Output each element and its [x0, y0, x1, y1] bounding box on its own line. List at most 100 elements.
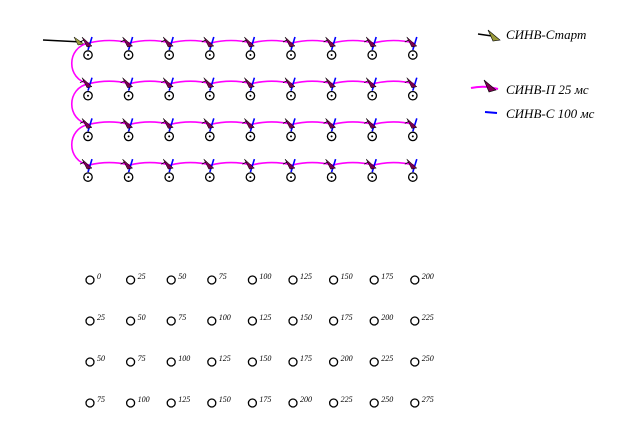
detonator-tail [79, 80, 85, 84]
hole-center-dot [87, 135, 89, 138]
delay-hole: 125 [166, 395, 190, 408]
detonator-tail [282, 161, 288, 165]
detonator-tail [323, 39, 328, 43]
detonator-tail [364, 161, 369, 165]
circle-hole-icon [288, 357, 298, 367]
legend-p25-line [470, 85, 499, 90]
downline-c100 [330, 118, 337, 132]
detonator-tail [242, 121, 247, 124]
hole-center-dot [127, 54, 130, 56]
detonator-icon [325, 118, 337, 129]
hole-center-dot [411, 94, 414, 97]
circle-hole-icon [367, 50, 378, 60]
blast-hole [120, 36, 134, 60]
blast-hole [201, 158, 215, 182]
circle-hole-icon [407, 90, 418, 101]
blast-hole [120, 158, 134, 182]
circle-hole-icon [286, 131, 296, 142]
circle-hole-icon [326, 90, 337, 101]
detonator-icon [122, 118, 134, 129]
blast-hole [201, 36, 215, 60]
delay-hole: 200 [288, 395, 312, 408]
delay-hole: 100 [207, 313, 231, 326]
delay-hole: 125 [247, 313, 271, 326]
detonator-icon [365, 77, 377, 88]
downline-c100 [209, 77, 215, 91]
delay-value-label: 200 [341, 354, 353, 363]
circle-hole-icon [207, 275, 217, 285]
detonator-icon [203, 36, 215, 48]
legend-item-c100: СИНВ-С 100 мс [484, 106, 595, 121]
delay-value-label: 175 [381, 272, 393, 281]
downline-c100 [330, 158, 337, 173]
circle-hole-icon [204, 90, 215, 101]
circle-hole-icon [245, 50, 256, 60]
delay-value-label: 175 [300, 354, 312, 363]
detonator-tail [79, 161, 85, 165]
delay-hole: 25 [85, 313, 105, 326]
hole-center-dot [208, 94, 211, 97]
delay-hole: 50 [85, 354, 105, 367]
circle-hole-icon [164, 90, 175, 101]
circle-hole-icon [369, 357, 379, 367]
blast-hole [79, 77, 93, 101]
detonator-icon [284, 36, 296, 48]
detonator-tail [161, 39, 166, 43]
delay-hole: 125 [207, 354, 231, 367]
blast-hole [404, 158, 418, 182]
detonator-icon [81, 118, 93, 129]
hole-center-dot [411, 176, 414, 179]
legend-c100-label: СИНВ-С 100 мс [506, 106, 595, 121]
delay-hole: 200 [369, 313, 393, 326]
initiation-scheme [42, 36, 418, 182]
start-detonator-icon [73, 36, 85, 46]
circle-hole-icon [83, 90, 93, 101]
delay-hole: 150 [207, 395, 231, 408]
hole-center-dot [168, 135, 171, 138]
circle-hole-icon [207, 398, 217, 408]
delay-value-label: 200 [381, 313, 393, 322]
blast-hole [120, 77, 134, 101]
delay-hole: 150 [247, 354, 271, 367]
circle-hole-icon [164, 131, 175, 142]
downline-c100 [371, 77, 377, 91]
circle-hole-icon [245, 90, 256, 101]
circle-hole-icon [204, 50, 215, 60]
delay-value-label: 100 [138, 395, 150, 404]
circle-hole-icon [245, 172, 256, 182]
detonator-icon [203, 158, 215, 170]
delay-value-label: 125 [259, 313, 271, 322]
delay-hole: 100 [125, 395, 150, 408]
delay-value-label: 150 [219, 395, 231, 404]
delay-value-label: 200 [300, 395, 312, 404]
legend-c100-line [484, 111, 498, 114]
blast-hole [323, 158, 337, 182]
circle-hole-icon [407, 50, 418, 60]
circle-hole-icon [367, 90, 378, 101]
delay-value-label: 225 [341, 395, 353, 404]
hole-center-dot [290, 54, 292, 56]
blast-hole [364, 77, 378, 101]
circle-hole-icon [166, 398, 176, 408]
delay-value-label: 100 [178, 354, 190, 363]
blast-hole [404, 77, 418, 101]
legend-item-start: СИНВ-Старт [477, 27, 586, 42]
blast-hole [161, 118, 175, 142]
detonator-icon [406, 36, 418, 48]
delay-value-label: 275 [422, 395, 434, 404]
circle-hole-icon [207, 357, 217, 367]
circle-hole-icon [207, 316, 217, 326]
circle-hole-icon [410, 398, 420, 408]
circle-hole-icon [328, 357, 339, 367]
detonator-icon [284, 118, 296, 129]
downline-c100 [412, 118, 418, 132]
hole-center-dot [87, 54, 89, 56]
detonator-tail [364, 80, 369, 84]
downline-c100 [371, 158, 377, 173]
delay-value-label: 250 [422, 354, 434, 363]
circle-hole-icon [326, 172, 337, 182]
blast-hole [323, 118, 337, 142]
hole-center-dot [208, 54, 211, 56]
hole-center-dot [127, 94, 130, 97]
delay-hole: 175 [369, 272, 393, 285]
